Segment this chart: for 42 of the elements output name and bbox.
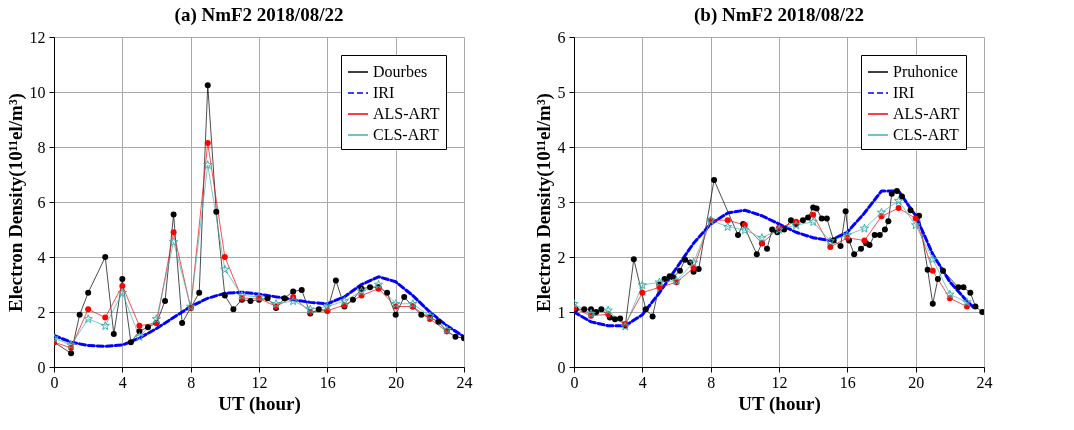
x-tick-label: 20	[388, 373, 405, 391]
y-tick-label: 6	[557, 28, 566, 46]
x-tick-label: 24	[456, 373, 473, 391]
x-tick-label: 16	[319, 373, 336, 391]
chart-title: (a) NmF2 2018/08/22	[174, 4, 344, 26]
y-tick-label: 3	[557, 193, 566, 211]
legend-label: IRI	[893, 84, 915, 101]
legend-label: Pruhonice	[893, 63, 958, 80]
y-tick-label: 2	[37, 303, 46, 321]
y-tick-label: 4	[37, 248, 46, 266]
x-tick-label: 4	[638, 373, 647, 391]
x-tick-label: 12	[771, 373, 788, 391]
x-tick-label: 16	[839, 373, 856, 391]
x-axis-title: UT (hour)	[738, 392, 821, 415]
x-tick-label: 20	[908, 373, 925, 391]
legend-label: CLS-ART	[373, 126, 439, 143]
x-tick-label: 4	[118, 373, 127, 391]
y-axis-title: Electron Density(10¹¹el/m³)	[4, 93, 27, 312]
legend-label: ALS-ART	[373, 105, 440, 122]
x-tick-label: 8	[187, 373, 196, 391]
x-tick-label: 24	[976, 373, 993, 391]
legend-label: CLS-ART	[893, 126, 959, 143]
y-tick-label: 0	[557, 358, 566, 376]
y-axis-title: Electron Density(10¹¹el/m³)	[532, 93, 555, 312]
y-tick-label: 12	[29, 28, 46, 46]
y-tick-label: 8	[37, 138, 46, 156]
x-axis-title: UT (hour)	[218, 392, 301, 415]
x-tick-label: 12	[251, 373, 268, 391]
chart-title: (b) NmF2 2018/08/22	[694, 4, 864, 26]
x-tick-label: 8	[707, 373, 716, 391]
y-tick-label: 10	[29, 83, 46, 101]
y-tick-label: 5	[557, 83, 566, 101]
y-tick-label: 0	[37, 358, 46, 376]
x-tick-label: 0	[50, 373, 59, 391]
y-tick-label: 1	[557, 303, 566, 321]
y-tick-label: 2	[557, 248, 566, 266]
legend-label: ALS-ART	[893, 105, 960, 122]
legend-label: IRI	[373, 84, 395, 101]
y-tick-label: 4	[557, 138, 566, 156]
legend-label: Dourbes	[373, 63, 428, 80]
y-tick-label: 6	[37, 193, 46, 211]
x-tick-label: 0	[570, 373, 579, 391]
